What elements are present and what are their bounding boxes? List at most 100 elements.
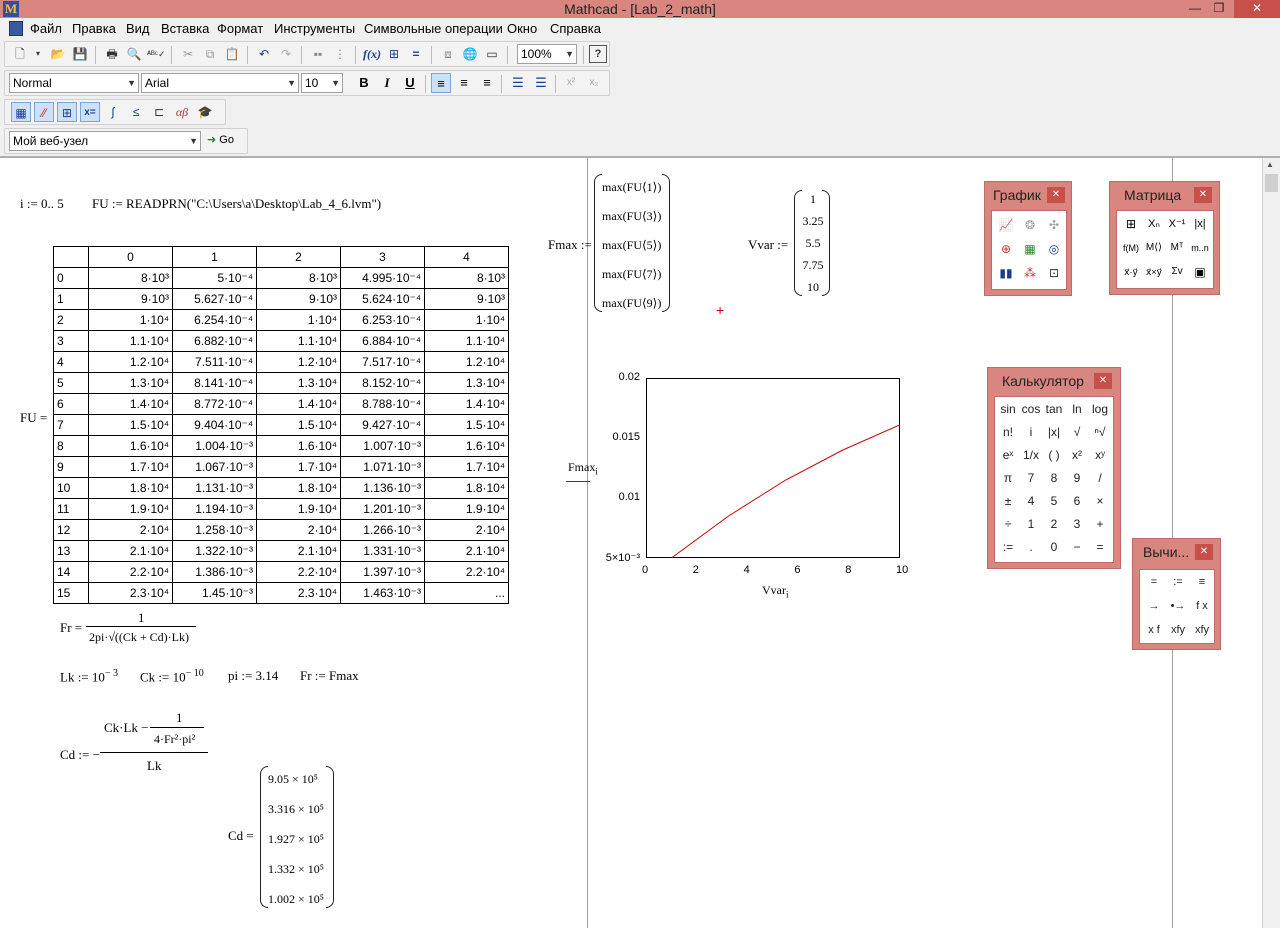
calculator-key[interactable]: × — [1096, 494, 1104, 508]
mathcad-app-icon[interactable]: M — [3, 1, 19, 17]
insert-component-icon[interactable]: ⧈ — [444, 47, 452, 61]
restore-icon[interactable]: ❐ — [1213, 1, 1225, 15]
calculator-key[interactable]: π — [1003, 471, 1013, 485]
inverse-icon[interactable]: X⁻¹ — [1168, 218, 1186, 230]
calculator-key[interactable]: − — [1073, 540, 1081, 554]
calculator-key[interactable]: 5 — [1050, 494, 1058, 508]
calculator-key[interactable]: 8 — [1050, 471, 1058, 485]
calculator-key[interactable]: + — [1096, 517, 1104, 531]
calculator-key[interactable]: ÷ — [1004, 517, 1012, 531]
calculator-key[interactable]: / — [1098, 471, 1102, 485]
evaluation-palette-close-icon[interactable]: ✕ — [1195, 544, 1213, 560]
calculator-key[interactable]: ln — [1072, 402, 1082, 416]
cd-def-label[interactable]: Cd := − — [60, 747, 100, 762]
calculator-key[interactable]: eˣ — [1002, 448, 1014, 462]
region-icon[interactable]: ▭ — [486, 47, 498, 61]
evaluation-key[interactable]: •→ — [1170, 600, 1186, 612]
evaluation-key[interactable]: xfy — [1170, 624, 1186, 636]
cut-icon[interactable]: ✂ — [182, 47, 194, 61]
cross-product-icon[interactable]: x⃗×y⃗ — [1146, 267, 1162, 277]
subscript-icon[interactable]: x₂ — [589, 77, 599, 88]
open-folder-icon[interactable]: 📂 — [50, 47, 66, 61]
calculator-key[interactable]: 1/x — [1022, 448, 1039, 462]
vertical-scrollbar[interactable]: ▲ — [1262, 158, 1280, 928]
help-icon[interactable]: ? — [589, 45, 607, 63]
minimize-icon[interactable]: — — [1189, 1, 1201, 15]
vector-sum-icon[interactable]: Σv — [1171, 266, 1183, 277]
matrix-insert-icon[interactable]: ⊞ — [1125, 217, 1137, 231]
zoom-icon[interactable]: ✣ — [1048, 218, 1060, 232]
new-dropdown-icon[interactable]: ▾ — [35, 49, 40, 58]
transpose-icon[interactable]: Mᵀ — [1170, 242, 1184, 253]
fmax-label[interactable]: Fmax := — [548, 237, 592, 252]
calculator-key[interactable]: sin — [1000, 402, 1016, 416]
evaluation-key[interactable]: f x — [1196, 600, 1208, 612]
surface-plot-icon[interactable]: ▦ — [1024, 242, 1036, 256]
calculator-key[interactable]: 6 — [1073, 494, 1081, 508]
calculator-key[interactable]: 1 — [1027, 517, 1035, 531]
subscript-icon[interactable]: Xₙ — [1148, 218, 1160, 230]
calculator-palette-close-icon[interactable]: ✕ — [1094, 373, 1112, 389]
numbering-icon[interactable]: ☰ — [535, 75, 547, 90]
web-address-select[interactable]: Мой веб-узел ▼ — [9, 131, 201, 151]
copy-icon[interactable]: ⧉ — [205, 47, 215, 61]
greek-toolbar-icon[interactable]: αβ — [175, 105, 189, 119]
resource-center-icon[interactable]: 🌐 — [462, 47, 478, 61]
align-center-icon[interactable]: ≡ — [460, 75, 468, 90]
cd-result-label[interactable]: Cd = — [228, 828, 254, 843]
evaluation-key[interactable]: := — [1173, 576, 1183, 588]
bold-button[interactable]: B — [359, 75, 369, 90]
print-preview-icon[interactable]: 🔍 — [126, 47, 142, 61]
menu-edit[interactable]: Правка — [72, 21, 116, 36]
menu-help[interactable]: Справка — [550, 21, 601, 36]
evaluation-key[interactable]: xfy — [1194, 624, 1210, 636]
calculator-key[interactable]: 2 — [1050, 517, 1058, 531]
determinant-icon[interactable]: |x| — [1194, 218, 1206, 230]
calculator-key[interactable]: 0 — [1050, 540, 1058, 554]
readprn-definition[interactable]: FU := READPRN("C:\Users\a\Desktop\Lab_4_… — [92, 196, 382, 211]
align-left-icon[interactable]: ≡ — [431, 73, 451, 93]
align-across-icon[interactable]: ▪▪ — [313, 47, 323, 61]
insert-function-icon[interactable]: f(x) — [363, 47, 381, 61]
calculator-key[interactable]: ( ) — [1048, 448, 1060, 462]
calculator-key[interactable]: i — [1029, 425, 1033, 439]
pi-definition[interactable]: pi := 3.14 — [228, 668, 279, 683]
italic-button[interactable]: I — [384, 75, 390, 90]
calculator-key[interactable]: x² — [1072, 448, 1082, 462]
graph-toolbar-icon[interactable]: ⁄⁄ — [34, 102, 54, 122]
calculator-key[interactable]: . — [1029, 540, 1033, 554]
calculator-key[interactable]: 7 — [1027, 471, 1035, 485]
scroll-up-icon[interactable]: ▲ — [1266, 160, 1274, 169]
programming-toolbar-icon[interactable]: ⊏ — [153, 105, 165, 119]
calculator-key[interactable]: log — [1091, 402, 1108, 416]
calculator-key[interactable]: n! — [1002, 425, 1013, 439]
calculator-key[interactable]: |x| — [1047, 425, 1061, 439]
evaluation-key[interactable]: ≡ — [1198, 576, 1206, 588]
xy-plot-icon[interactable]: 📈 — [998, 218, 1014, 232]
evaluation-key[interactable]: → — [1148, 600, 1160, 612]
zoom-select[interactable]: 100% ▼ — [517, 44, 577, 64]
new-document-icon[interactable]: 🗋 — [15, 47, 25, 61]
superscript-icon[interactable]: x² — [566, 77, 576, 88]
menu-format[interactable]: Формат — [217, 21, 264, 36]
fu-result-label[interactable]: FU = — [20, 410, 48, 425]
calculator-key[interactable]: 9 — [1073, 471, 1081, 485]
ck-definition[interactable]: Ck := 10− 10 — [140, 668, 204, 685]
fr-assignment[interactable]: Fr := Fmax — [300, 668, 359, 683]
fu-matrix-table[interactable]: 0 1 2 3 4 0 8·10³ 5·10⁻⁴ 8·10³ 4.995·10⁻⁴ 8·10³ 1 9·… — [53, 246, 509, 604]
style-select[interactable]: Normal ▼ — [9, 73, 139, 93]
calculator-key[interactable]: √ — [1073, 425, 1081, 439]
underline-button[interactable]: U — [405, 75, 415, 90]
symbolic-toolbar-icon[interactable]: 🎓 — [197, 105, 213, 119]
scatter-plot-3d-icon[interactable]: ⁂ — [1024, 266, 1036, 280]
font-size-select[interactable]: 10 ▼ — [301, 73, 343, 93]
boolean-toolbar-icon[interactable]: ≤ — [132, 105, 140, 119]
save-icon[interactable]: 💾 — [72, 47, 88, 61]
plot-area[interactable] — [646, 378, 900, 558]
calculator-key[interactable]: 4 — [1027, 494, 1035, 508]
worksheet[interactable]: ▲ i := 0.. 5 FU := READPRN("C:\Users\a\D… — [0, 156, 1280, 928]
font-select[interactable]: Arial ▼ — [141, 73, 299, 93]
matrix-toolbar-icon[interactable]: ⊞ — [57, 102, 77, 122]
dot-product-icon[interactable]: x⃗·y⃗ — [1124, 267, 1138, 277]
graph-palette-close-icon[interactable]: ✕ — [1047, 187, 1065, 203]
